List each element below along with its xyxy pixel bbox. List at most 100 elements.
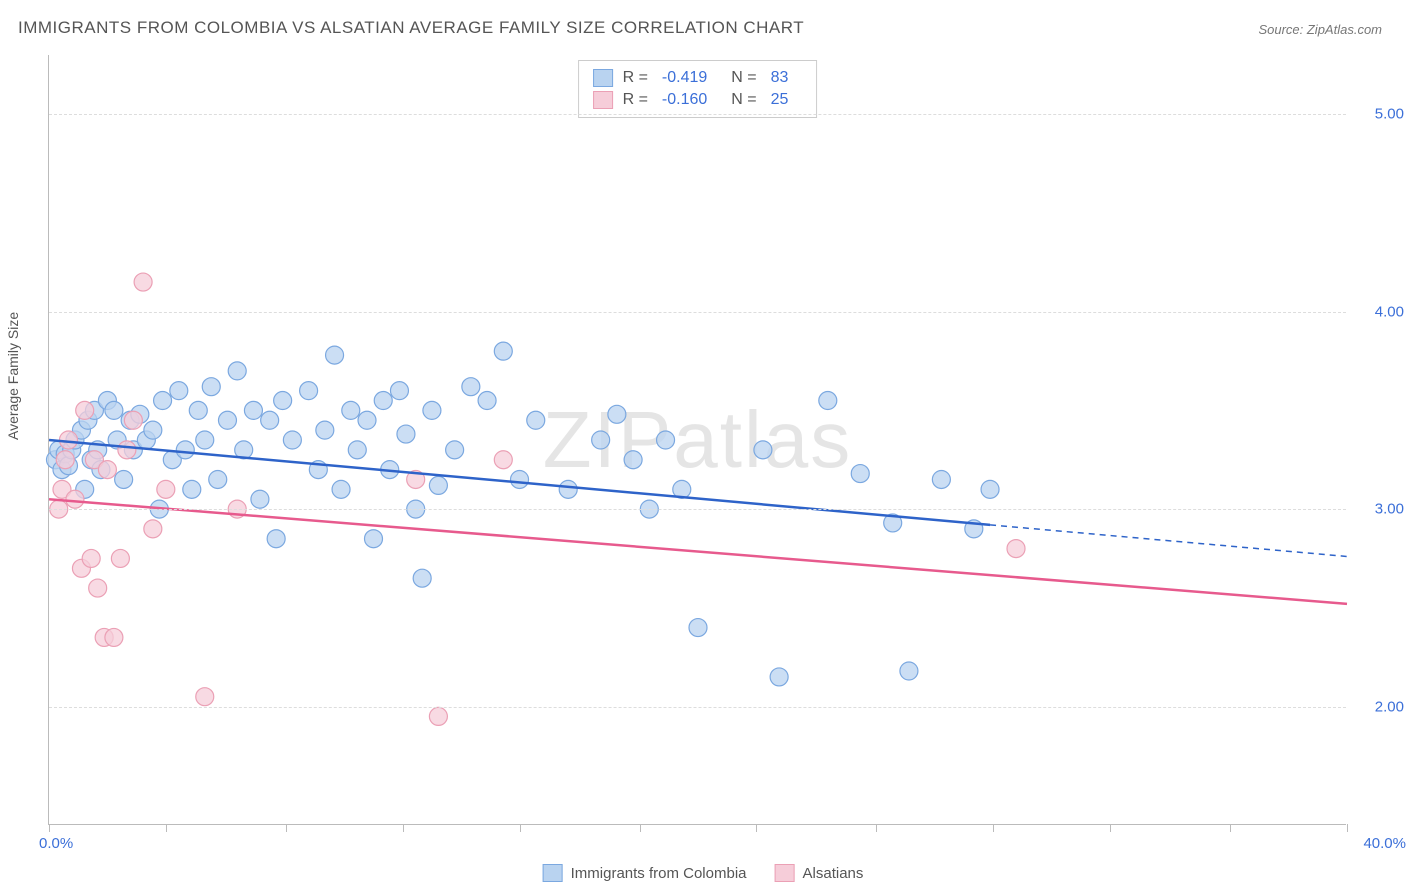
scatter-point — [423, 401, 441, 419]
scatter-point — [124, 411, 142, 429]
legend-item-alsatians: Alsatians — [775, 864, 864, 882]
plot-area: ZIPatlas R = -0.419 N = 83 R = -0.160 N … — [48, 55, 1346, 825]
y-tick-label: 5.00 — [1375, 106, 1404, 123]
scatter-point — [365, 530, 383, 548]
x-tick — [876, 824, 877, 832]
legend-label: Immigrants from Colombia — [571, 865, 747, 882]
scatter-point — [144, 520, 162, 538]
scatter-point — [446, 441, 464, 459]
scatter-point — [105, 628, 123, 646]
scatter-point — [592, 431, 610, 449]
scatter-point — [429, 476, 447, 494]
gridline — [49, 707, 1346, 708]
scatter-point — [209, 470, 227, 488]
trend-line-extrapolated — [990, 525, 1347, 557]
x-tick — [993, 824, 994, 832]
scatter-point — [176, 441, 194, 459]
scatter-point — [390, 382, 408, 400]
scatter-point — [183, 480, 201, 498]
legend-item-colombia: Immigrants from Colombia — [543, 864, 747, 882]
x-tick — [1347, 824, 1348, 832]
x-tick — [49, 824, 50, 832]
scatter-point — [527, 411, 545, 429]
legend-label: Alsatians — [803, 865, 864, 882]
scatter-point — [981, 480, 999, 498]
gridline — [49, 509, 1346, 510]
scatter-point — [189, 401, 207, 419]
scatter-point — [115, 470, 133, 488]
trend-line — [49, 499, 1347, 604]
gridline — [49, 312, 1346, 313]
scatter-point — [511, 470, 529, 488]
scatter-point — [111, 549, 129, 567]
scatter-point — [76, 401, 94, 419]
scatter-point — [144, 421, 162, 439]
scatter-point — [154, 392, 172, 410]
scatter-point — [82, 549, 100, 567]
scatter-point — [261, 411, 279, 429]
scatter-point — [770, 668, 788, 686]
source-label: Source: ZipAtlas.com — [1258, 22, 1382, 37]
scatter-point — [267, 530, 285, 548]
scatter-point — [754, 441, 772, 459]
scatter-point — [819, 392, 837, 410]
scatter-point — [689, 619, 707, 637]
scatter-point — [462, 378, 480, 396]
x-tick — [1230, 824, 1231, 832]
scatter-point — [374, 392, 392, 410]
x-tick — [166, 824, 167, 832]
scatter-point — [196, 688, 214, 706]
scatter-point — [326, 346, 344, 364]
scatter-svg — [49, 55, 1346, 824]
x-max-label: 40.0% — [1363, 835, 1406, 852]
y-tick-label: 4.00 — [1375, 303, 1404, 320]
scatter-point — [358, 411, 376, 429]
scatter-point — [66, 490, 84, 508]
x-min-label: 0.0% — [39, 835, 73, 852]
scatter-point — [218, 411, 236, 429]
scatter-point — [900, 662, 918, 680]
scatter-point — [397, 425, 415, 443]
scatter-point — [494, 342, 512, 360]
scatter-point — [56, 451, 74, 469]
x-tick — [286, 824, 287, 832]
scatter-point — [478, 392, 496, 410]
scatter-point — [494, 451, 512, 469]
scatter-point — [342, 401, 360, 419]
scatter-point — [851, 465, 869, 483]
scatter-point — [1007, 540, 1025, 558]
scatter-point — [657, 431, 675, 449]
x-tick — [1110, 824, 1111, 832]
scatter-point — [274, 392, 292, 410]
x-tick — [520, 824, 521, 832]
scatter-point — [89, 579, 107, 597]
scatter-point — [624, 451, 642, 469]
scatter-point — [413, 569, 431, 587]
scatter-point — [228, 362, 246, 380]
scatter-point — [105, 401, 123, 419]
scatter-point — [316, 421, 334, 439]
scatter-point — [559, 480, 577, 498]
bottom-legend: Immigrants from Colombia Alsatians — [543, 864, 864, 882]
scatter-point — [283, 431, 301, 449]
scatter-point — [429, 707, 447, 725]
scatter-point — [202, 378, 220, 396]
scatter-point — [608, 405, 626, 423]
swatch-icon — [543, 864, 563, 882]
chart-title: IMMIGRANTS FROM COLOMBIA VS ALSATIAN AVE… — [18, 18, 804, 38]
y-axis-label: Average Family Size — [5, 312, 21, 440]
y-tick-label: 2.00 — [1375, 698, 1404, 715]
scatter-point — [932, 470, 950, 488]
scatter-point — [157, 480, 175, 498]
gridline — [49, 114, 1346, 115]
scatter-point — [98, 461, 116, 479]
scatter-point — [196, 431, 214, 449]
y-tick-label: 3.00 — [1375, 501, 1404, 518]
scatter-point — [170, 382, 188, 400]
x-tick — [640, 824, 641, 832]
chart-container: IMMIGRANTS FROM COLOMBIA VS ALSATIAN AVE… — [0, 0, 1406, 892]
scatter-point — [332, 480, 350, 498]
x-tick — [403, 824, 404, 832]
scatter-point — [118, 441, 136, 459]
scatter-point — [348, 441, 366, 459]
